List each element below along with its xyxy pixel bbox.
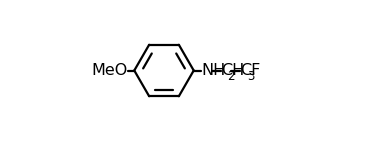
Text: 2: 2 (227, 70, 235, 82)
Text: CF: CF (240, 63, 261, 78)
Text: MeO: MeO (92, 63, 128, 78)
Text: NH: NH (201, 63, 226, 78)
Text: 3: 3 (247, 70, 254, 82)
Text: CH: CH (220, 63, 244, 78)
